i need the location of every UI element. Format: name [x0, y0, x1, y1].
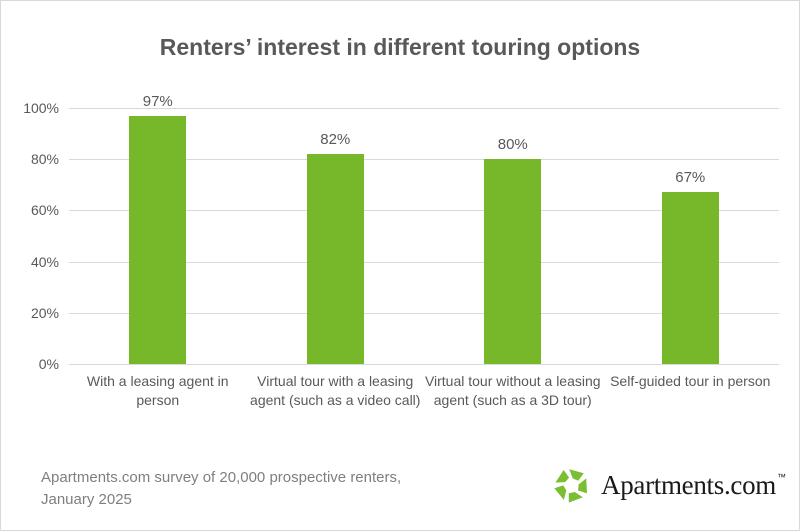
bar — [484, 159, 542, 364]
apartments-pinwheel-icon — [554, 468, 587, 503]
gridline — [69, 312, 779, 314]
y-axis-tick-label: 60% — [30, 202, 59, 219]
source-note: Apartments.com survey of 20,000 prospect… — [41, 467, 401, 511]
y-axis-tick-label: 40% — [30, 253, 59, 270]
y-axis-tick-label: 80% — [30, 151, 59, 168]
plot-area: 97% 82% 80% 67% — [69, 93, 779, 365]
bar — [306, 154, 364, 364]
gridline — [69, 210, 779, 212]
chart-title: Renters’ interest in different touring o… — [159, 34, 641, 60]
apartments-logo: Apartments.com™ — [551, 463, 786, 507]
bar-group: 80% — [484, 136, 542, 364]
x-axis-category-label: Self-guided tour in person — [610, 373, 771, 389]
source-note-line2: January 2025 — [41, 491, 132, 508]
bar-value-label: 67% — [675, 169, 706, 187]
y-axis-tick-label: 0% — [38, 356, 59, 372]
trademark-symbol: ™ — [777, 471, 786, 482]
source-note-line1: Apartments.com survey of 20,000 prospect… — [41, 469, 402, 486]
y-axis-tick-label: 100% — [23, 100, 59, 116]
bar-group: 82% — [306, 131, 364, 364]
gridline — [69, 159, 779, 161]
x-axis-category-label: Virtual tour with a leasing agent (such … — [250, 373, 421, 408]
bar — [129, 115, 187, 364]
x-axis-labels: With a leasing agent in person Virtual to… — [69, 372, 779, 436]
bar — [661, 192, 719, 364]
y-axis-tick-label: 20% — [30, 304, 59, 321]
bar-group: 97% — [129, 92, 187, 364]
gridline — [69, 364, 779, 365]
bar-value-label: 97% — [142, 92, 173, 110]
gridline — [69, 261, 779, 263]
bar-value-label: 80% — [497, 136, 528, 154]
x-axis-category-label: With a leasing agent in person — [86, 373, 229, 408]
y-axis: 0% 20% 40% 60% 80% 100% — [15, 100, 59, 372]
bar-value-label: 82% — [320, 131, 351, 149]
bar-group: 67% — [661, 169, 719, 364]
logo-text: Apartments.com™ — [601, 469, 786, 501]
gridline — [69, 108, 779, 109]
x-axis-category-label: Virtual tour without a leasing agent (su… — [424, 373, 601, 408]
logo-wordmark: Apartments.com — [601, 469, 777, 500]
